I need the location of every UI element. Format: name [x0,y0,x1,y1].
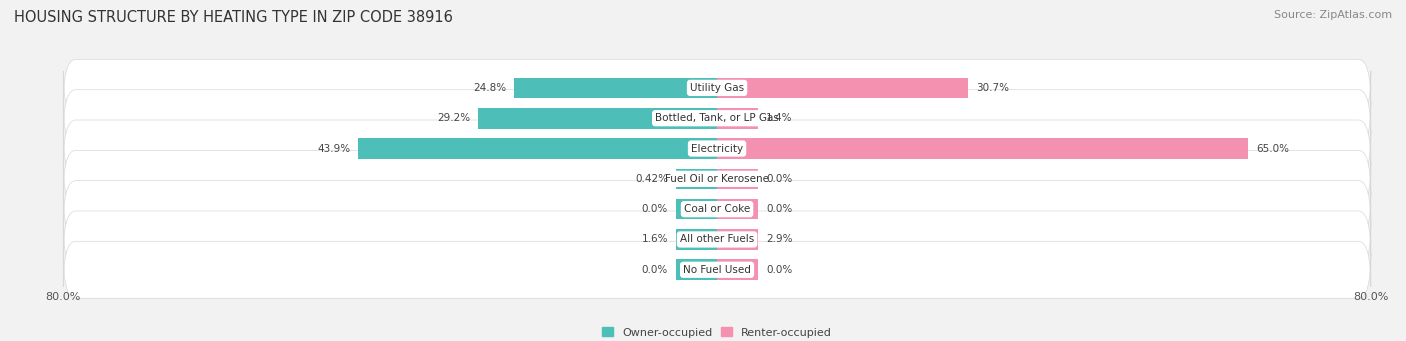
Text: 1.6%: 1.6% [641,235,668,244]
Text: Coal or Coke: Coal or Coke [683,204,751,214]
Bar [717,229,758,250]
Text: 2.9%: 2.9% [766,235,793,244]
Bar [478,108,717,129]
Text: 0.0%: 0.0% [766,265,793,275]
Bar [676,199,717,220]
Text: 0.0%: 0.0% [766,204,793,214]
Legend: Owner-occupied, Renter-occupied: Owner-occupied, Renter-occupied [598,323,837,341]
Text: No Fuel Used: No Fuel Used [683,265,751,275]
Text: All other Fuels: All other Fuels [681,235,754,244]
Bar [717,108,758,129]
FancyBboxPatch shape [63,150,1371,207]
Text: 0.0%: 0.0% [641,265,668,275]
Text: Source: ZipAtlas.com: Source: ZipAtlas.com [1274,10,1392,20]
FancyBboxPatch shape [63,59,1371,116]
Text: 65.0%: 65.0% [1257,144,1289,153]
Text: 0.0%: 0.0% [766,174,793,184]
Text: 29.2%: 29.2% [437,113,470,123]
Bar [515,78,717,98]
Bar [717,78,967,98]
Text: 1.4%: 1.4% [766,113,793,123]
Text: Bottled, Tank, or LP Gas: Bottled, Tank, or LP Gas [655,113,779,123]
Bar [359,138,717,159]
Bar [717,138,1249,159]
FancyBboxPatch shape [63,120,1371,177]
Text: 30.7%: 30.7% [976,83,1010,93]
FancyBboxPatch shape [63,90,1371,147]
Text: 24.8%: 24.8% [472,83,506,93]
Bar [676,168,717,189]
Bar [717,260,758,280]
FancyBboxPatch shape [63,211,1371,268]
Text: Fuel Oil or Kerosene: Fuel Oil or Kerosene [665,174,769,184]
Text: 43.9%: 43.9% [316,144,350,153]
FancyBboxPatch shape [63,181,1371,238]
Text: 0.42%: 0.42% [636,174,668,184]
Text: Utility Gas: Utility Gas [690,83,744,93]
Bar [717,199,758,220]
FancyBboxPatch shape [63,241,1371,298]
Text: HOUSING STRUCTURE BY HEATING TYPE IN ZIP CODE 38916: HOUSING STRUCTURE BY HEATING TYPE IN ZIP… [14,10,453,25]
Bar [717,168,758,189]
Bar [676,229,717,250]
Text: 0.0%: 0.0% [641,204,668,214]
Bar [676,260,717,280]
Text: Electricity: Electricity [690,144,744,153]
